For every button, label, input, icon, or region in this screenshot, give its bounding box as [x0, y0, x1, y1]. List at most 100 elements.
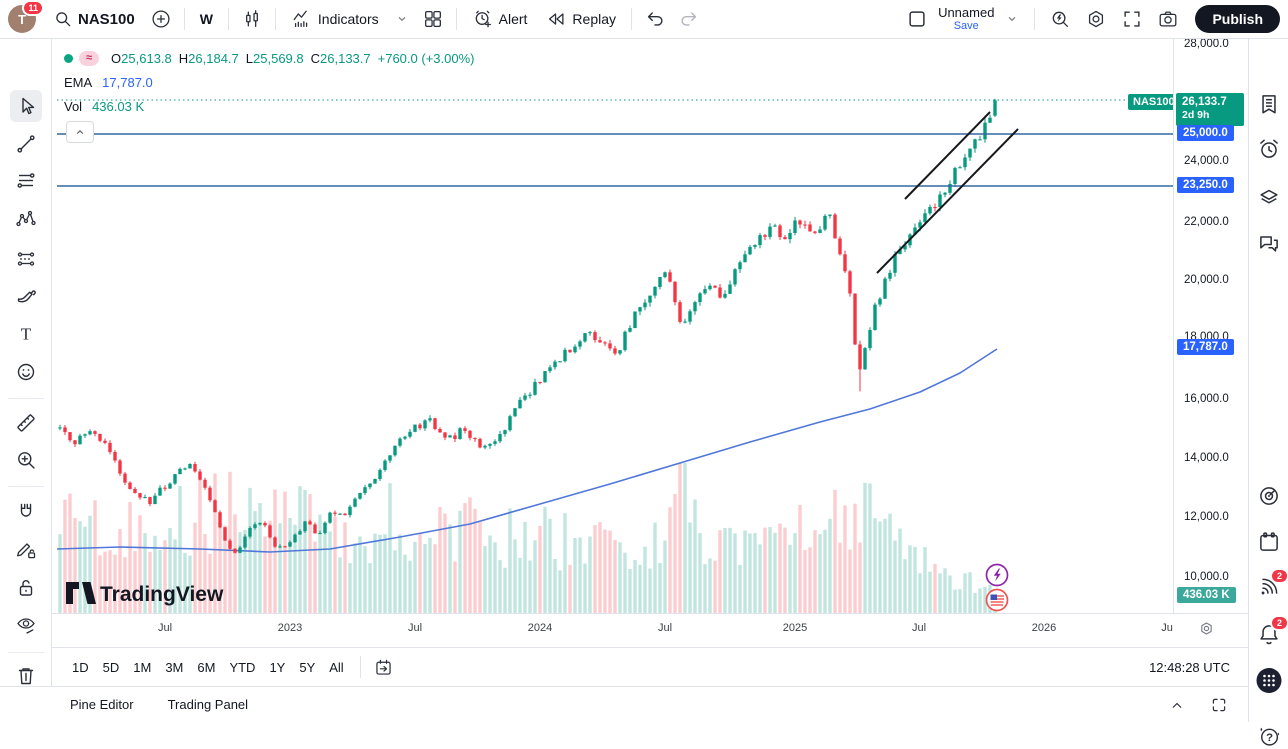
time-tick: 2026 [1031, 622, 1057, 634]
tool-magnet[interactable] [14, 500, 38, 524]
quick-search-button[interactable] [1045, 4, 1075, 34]
symbol-name: NAS100 [78, 10, 135, 28]
tool-long-short-position[interactable] [14, 247, 38, 271]
alert-button[interactable]: Alert [465, 4, 535, 34]
tool-fib-retracement[interactable] [14, 169, 38, 193]
clock-utc[interactable]: 12:48:28 UTC [1149, 659, 1230, 675]
layout-menu-button[interactable] [1000, 7, 1024, 31]
time-tick: Jul [157, 622, 173, 634]
ema-legend-row[interactable]: EMA 17,787.0 [64, 70, 481, 94]
axis-settings-button[interactable] [1198, 620, 1215, 640]
symbol-search-button[interactable]: NAS100 [46, 5, 142, 33]
compare-add-button[interactable] [146, 4, 176, 34]
legend-collapse-button[interactable] [66, 121, 94, 143]
chevron-up-icon [1172, 702, 1182, 708]
panel-expand-button[interactable] [1164, 692, 1190, 718]
fullscreen-button[interactable] [1117, 4, 1147, 34]
sidebar-apps[interactable] [1256, 667, 1282, 693]
sidebar-chat[interactable] [1256, 231, 1282, 257]
tool-remove-all-drawings[interactable] [14, 664, 38, 688]
time-tick: 2024 [527, 622, 553, 634]
tool-drawing-mode[interactable] [14, 538, 38, 562]
range-button-3M[interactable]: 3M [159, 657, 189, 678]
volume-value: 436.03 K [92, 98, 145, 114]
settings-button[interactable] [1081, 4, 1111, 34]
panel-maximize-button[interactable] [1206, 692, 1232, 718]
range-button-1M[interactable]: 1M [127, 657, 157, 678]
symbol-legend-row[interactable]: ≈ O25,613.8 H26,184.7 L25,569.8 C26,133.7 +7… [64, 46, 481, 70]
indicators-icon [293, 10, 308, 27]
tab-trading-panel[interactable]: Trading Panel [167, 697, 249, 712]
plus-circle-icon [152, 10, 170, 28]
price-axis[interactable]: 26,133.7 2d 9h 28,000.0 24,000.0 22,000.0 2… [1173, 38, 1248, 613]
delayed-data-badge: ≈ [79, 50, 100, 66]
watchlist-icon [1262, 95, 1276, 114]
tool-xabcd-pattern[interactable] [14, 207, 38, 231]
replay-button[interactable]: Replay [538, 4, 623, 34]
toolbar-divider [274, 8, 276, 30]
range-button-5D[interactable]: 5D [97, 657, 126, 678]
sidebar-streams[interactable]: 2 [1256, 568, 1288, 600]
drawn-line-price-badge: 25,000.0 [1177, 125, 1234, 141]
layout-name: Unnamed [938, 4, 995, 20]
tool-emoji[interactable] [14, 360, 38, 384]
tool-zoom-in[interactable] [14, 448, 38, 472]
broadcast-icon [1261, 578, 1278, 595]
tool-cursor[interactable] [10, 90, 42, 122]
ohlc-key: O [111, 50, 122, 66]
chart-type-button[interactable] [237, 4, 267, 34]
range-button-1D[interactable]: 1D [66, 657, 95, 678]
lock-open-icon [19, 579, 33, 596]
range-button-1Y[interactable]: 1Y [263, 657, 291, 678]
sidebar-help[interactable]: ? [1256, 723, 1282, 749]
sidebar-watchlist[interactable] [1256, 91, 1282, 117]
tool-text[interactable]: T [14, 322, 38, 346]
camera-icon [1160, 11, 1177, 27]
tab-pine-editor[interactable]: Pine Editor [70, 697, 134, 712]
save-link[interactable]: Save [953, 20, 979, 33]
price-tick: 16,000.0 [1184, 393, 1229, 405]
time-axis[interactable]: Jul 2023 Jul 2024 Jul 2025 Jul 2026 Ju [52, 613, 1248, 647]
maximize-icon [1212, 698, 1226, 711]
layout-preview-button[interactable] [902, 4, 932, 34]
price-tick: 12,000.0 [1184, 511, 1229, 523]
indicators-dropdown-button[interactable] [390, 7, 414, 31]
redo-button[interactable] [674, 4, 704, 34]
chart-pane[interactable]: TradingView ≈ O25,613.8 H26,184.7 L25,569.… [52, 39, 1180, 613]
tool-lock-all-drawings[interactable] [14, 576, 38, 600]
range-button-YTD[interactable]: YTD [223, 657, 261, 678]
ruler-icon [17, 414, 35, 432]
layout-grid-button[interactable] [418, 4, 448, 34]
range-button-5Y[interactable]: 5Y [293, 657, 321, 678]
sidebar-object-tree[interactable] [1256, 184, 1282, 210]
interval-button[interactable]: W [193, 7, 220, 31]
volume-legend-row[interactable]: Vol 436.03 K [64, 94, 481, 118]
sidebar-notifications[interactable]: 2 [1256, 615, 1288, 647]
price-tick: 28,000.0 [1184, 38, 1229, 50]
publish-button[interactable]: Publish [1195, 5, 1280, 33]
time-tick: Jul [407, 622, 423, 634]
ohlc-value: 25,569.8 [253, 50, 304, 66]
sidebar-screener[interactable] [1256, 483, 1282, 509]
replay-label: Replay [572, 11, 617, 27]
toolbar-divider [183, 8, 185, 30]
tool-trend-line[interactable] [14, 132, 38, 156]
undo-button[interactable] [640, 4, 670, 34]
range-button-6M[interactable]: 6M [191, 657, 221, 678]
sidebar-calendar[interactable] [1256, 529, 1282, 555]
help-sparkle-icon: ? [1260, 727, 1280, 746]
tool-hide-all-drawings[interactable] [14, 613, 38, 637]
range-button-All[interactable]: All [323, 657, 349, 678]
sidebar-alerts[interactable] [1256, 136, 1282, 162]
tool-brush[interactable] [14, 284, 38, 308]
search-icon [56, 12, 71, 27]
layout-name-block[interactable]: Unnamed Save [938, 4, 995, 33]
ohlc-key: L [245, 50, 254, 66]
indicators-button[interactable]: Indicators [284, 4, 386, 34]
user-avatar[interactable]: T 11 [8, 0, 44, 33]
ohlc-value: 26,133.7 [320, 50, 371, 66]
goto-date-button[interactable] [369, 653, 398, 682]
snapshot-button[interactable] [1153, 4, 1183, 34]
tool-measure[interactable] [14, 411, 38, 435]
